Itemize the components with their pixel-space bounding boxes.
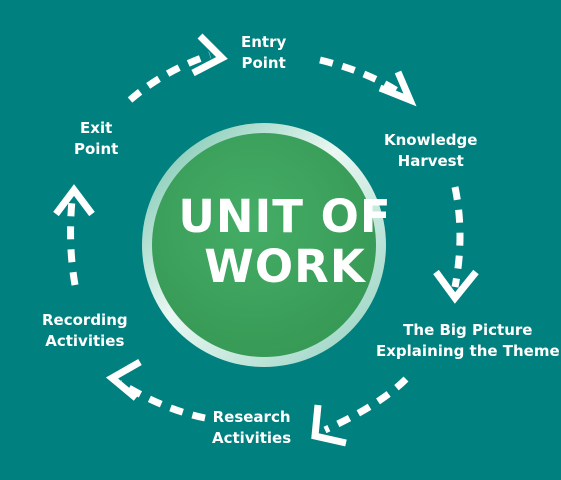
- stage-label-line-2: Activities: [45, 332, 125, 350]
- stage-label-line-1: Research: [212, 408, 291, 426]
- arc-recording-to-exit: [67, 199, 79, 286]
- stage-label-line-2: Point: [74, 140, 119, 158]
- stage-label-line-2: Explaining the Theme: [376, 342, 560, 360]
- stage-knowledge-harvest: Knowledge Harvest: [384, 130, 477, 172]
- arrowhead-icon: [378, 70, 417, 107]
- stage-big-picture: The Big Picture Explaining the Theme: [376, 320, 560, 362]
- arrowhead-icon: [311, 404, 347, 447]
- stage-label-line-1: The Big Picture: [403, 321, 533, 339]
- stage-exit-point: Exit Point: [74, 118, 118, 160]
- center-circle: [152, 133, 376, 357]
- arc-research-to-recording: [118, 379, 206, 422]
- arc-exit-to-entry: [127, 51, 212, 103]
- arrowhead-icon: [53, 184, 95, 217]
- center-title-line-1: UNIT OF: [178, 190, 392, 243]
- stage-recording-activities: Recording Activities: [42, 310, 128, 352]
- arc-knowledge-to-bigpicture: [451, 186, 464, 288]
- stage-label-line-1: Recording: [42, 311, 128, 329]
- stage-label-line-1: Entry: [241, 33, 287, 51]
- stage-label-line-1: Exit: [80, 119, 113, 137]
- stage-label-line-2: Harvest: [397, 152, 464, 170]
- stage-research-activities: Research Activities: [212, 407, 291, 449]
- stage-entry-point: Entry Point: [241, 32, 286, 74]
- arrowhead-icon: [433, 269, 479, 304]
- arrowhead-icon: [105, 358, 142, 401]
- center-title: UNIT OF WORK: [160, 192, 410, 292]
- arc-entry-to-knowledge: [319, 56, 407, 99]
- center-title-line-2: WORK: [204, 240, 366, 293]
- stage-label-line-2: Activities: [212, 429, 292, 447]
- arrowhead-icon: [191, 33, 228, 77]
- stage-label-line-1: Knowledge: [384, 131, 478, 149]
- arc-bigpicture-to-research: [323, 376, 409, 434]
- stage-label-line-2: Point: [241, 54, 286, 72]
